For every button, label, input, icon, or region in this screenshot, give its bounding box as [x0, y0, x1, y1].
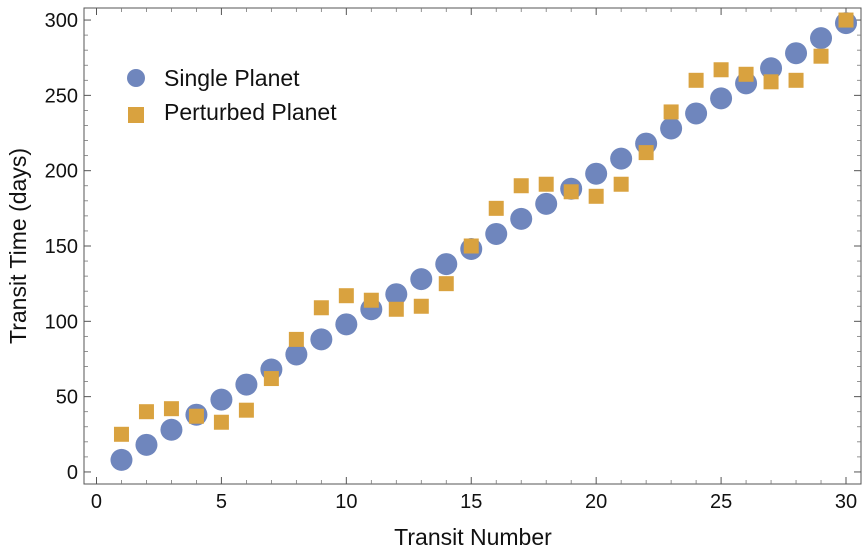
single-planet-point — [210, 388, 233, 411]
single-planet-point — [685, 102, 708, 125]
y-tick-label: 150 — [45, 236, 78, 258]
single-planet-point — [510, 207, 533, 230]
x-tick-label: 15 — [460, 491, 482, 513]
perturbed-planet-point — [313, 300, 329, 316]
single-planet-point — [160, 418, 183, 441]
perturbed-planet-point — [738, 66, 754, 82]
data-points — [110, 12, 858, 471]
perturbed-planet-point — [488, 200, 504, 216]
perturbed-planet-point — [838, 12, 854, 28]
perturbed-planet-point — [788, 72, 804, 88]
perturbed-planet-point — [763, 74, 779, 90]
single-planet-point — [410, 268, 433, 291]
x-axis-ticks: 0 5 10 15 20 25 30 — [91, 8, 857, 513]
single-planet-point — [660, 117, 683, 140]
perturbed-planet-point — [513, 178, 529, 194]
perturbed-planet-point — [588, 188, 604, 204]
legend-label-perturbed-planet: Perturbed Planet — [164, 99, 337, 125]
legend-marker-single-planet — [127, 69, 145, 87]
perturbed-planet-point — [463, 238, 479, 254]
perturbed-planet-point — [288, 331, 304, 347]
x-tick-label: 10 — [335, 491, 357, 513]
single-planet-point — [435, 253, 458, 276]
single-planet-point — [785, 42, 808, 65]
perturbed-planet-point — [413, 298, 429, 314]
single-planet-point — [760, 57, 783, 80]
y-axis-ticks: 0 50 100 150 200 250 300 — [45, 10, 861, 484]
legend-label-single-planet: Single Planet — [164, 65, 300, 91]
single-planet-point — [285, 343, 308, 366]
legend: Single Planet Perturbed Planet — [127, 65, 337, 125]
perturbed-planet-point — [713, 62, 729, 78]
single-planet-point — [610, 147, 633, 170]
perturbed-planet-point — [688, 72, 704, 88]
single-planet-point — [385, 283, 408, 306]
perturbed-planet-point — [613, 176, 629, 192]
perturbed-planet-point — [663, 104, 679, 120]
x-tick-label: 30 — [835, 491, 857, 513]
y-tick-label: 300 — [45, 10, 78, 32]
perturbed-planet-point — [438, 276, 454, 292]
perturbed-planet-point — [363, 292, 379, 308]
perturbed-planet-point — [388, 301, 404, 317]
perturbed-planet-point — [538, 176, 554, 192]
perturbed-planet-point — [813, 48, 829, 64]
single-planet-point — [335, 313, 358, 336]
single-planet-point — [585, 162, 608, 185]
y-tick-label: 250 — [45, 85, 78, 107]
perturbed-planet-point — [163, 401, 179, 417]
y-axis-label: Transit Time (days) — [5, 148, 31, 344]
perturbed-planet-point — [263, 371, 279, 387]
x-axis-label: Transit Number — [394, 524, 552, 550]
x-tick-label: 5 — [216, 491, 227, 513]
single-planet-point — [810, 27, 833, 50]
legend-marker-perturbed-planet — [128, 107, 144, 123]
perturbed-planet-point — [213, 414, 229, 430]
perturbed-planet-point — [113, 426, 129, 442]
single-planet-point — [135, 433, 158, 456]
y-tick-label: 100 — [45, 311, 78, 333]
single-planet-point — [110, 448, 133, 471]
perturbed-planet-point — [138, 404, 154, 420]
single-planet-point — [310, 328, 333, 351]
single-planet-point — [535, 192, 558, 215]
y-tick-label: 50 — [56, 387, 78, 409]
single-planet-point — [235, 373, 258, 396]
perturbed-planet-point — [338, 288, 354, 304]
x-tick-label: 0 — [91, 491, 102, 513]
y-tick-label: 200 — [45, 161, 78, 183]
y-tick-label: 0 — [67, 462, 78, 484]
perturbed-planet-point — [188, 408, 204, 424]
single-planet-point — [485, 222, 508, 245]
perturbed-planet-point — [638, 145, 654, 161]
single-planet-point — [710, 87, 733, 110]
perturbed-planet-point — [238, 402, 254, 418]
x-tick-label: 20 — [585, 491, 607, 513]
perturbed-planet-point — [563, 184, 579, 200]
x-tick-label: 25 — [710, 491, 732, 513]
